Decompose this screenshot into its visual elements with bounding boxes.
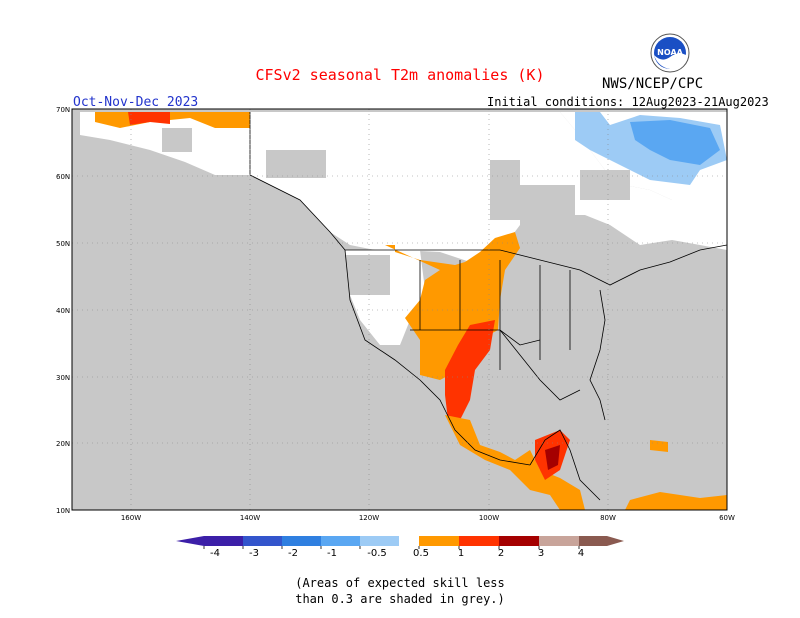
warm-anomaly-alaska-strong xyxy=(128,112,170,125)
legend-label: 2 xyxy=(498,548,504,559)
grey-patch xyxy=(162,128,192,152)
cold-anomaly-mid xyxy=(630,120,720,165)
legend-label: -0.5 xyxy=(367,548,387,559)
legend-swatch xyxy=(204,536,243,546)
coastlines xyxy=(249,112,727,501)
legend-label: -3 xyxy=(249,548,259,559)
lon-label: 140W xyxy=(240,514,260,522)
logo-text: NOAA xyxy=(657,48,683,57)
legend-label: -1 xyxy=(327,548,337,559)
noaa-logo-icon: NOAA xyxy=(650,33,690,73)
legend-label: -4 xyxy=(210,548,220,559)
lat-lon-grid xyxy=(72,109,727,510)
map-frame xyxy=(71,108,728,511)
legend-swatch xyxy=(419,536,459,546)
grey-patch xyxy=(490,160,520,220)
skill-note-line1: (Areas of expected skill less xyxy=(295,576,505,590)
initial-conditions-label: Initial conditions: 12Aug2023-21Aug2023 xyxy=(487,95,769,109)
grey-patch xyxy=(266,150,326,178)
grey-patch xyxy=(580,170,630,200)
white-land-north xyxy=(80,112,672,262)
lat-label: 50N xyxy=(56,240,70,248)
lon-label: 80W xyxy=(600,514,616,522)
legend-swatch xyxy=(243,536,282,546)
lat-label: 20N xyxy=(56,440,70,448)
legend-label: 1 xyxy=(458,548,464,559)
warm-anomaly-central xyxy=(385,232,520,380)
grey-patch xyxy=(345,255,390,295)
lat-label: 30N xyxy=(56,374,70,382)
legend-swatch xyxy=(539,536,579,546)
legend-arrow-right xyxy=(579,536,624,546)
warm-anomaly-southwest-strong xyxy=(445,320,495,420)
legend-swatch xyxy=(360,536,399,546)
legend-label: 0.5 xyxy=(413,548,429,559)
lon-label: 120W xyxy=(359,514,379,522)
lon-label: 160W xyxy=(121,514,141,522)
lon-label: 100W xyxy=(479,514,499,522)
lat-label: 40N xyxy=(56,307,70,315)
legend-swatch xyxy=(399,536,419,546)
season-label: Oct-Nov-Dec 2023 xyxy=(73,95,199,110)
legend-swatch xyxy=(282,536,321,546)
warm-anomaly-caribbean xyxy=(650,440,668,452)
legend-swatch xyxy=(499,536,539,546)
lon-label: 60W xyxy=(719,514,735,522)
legend-swatch xyxy=(459,536,499,546)
legend-ticks xyxy=(203,546,580,549)
legend-arrow-left xyxy=(176,536,204,546)
warm-anomaly-yucatan-dark xyxy=(545,445,560,470)
lat-label: 70N xyxy=(56,106,70,114)
legend-swatch xyxy=(321,536,360,546)
legend-label: 4 xyxy=(578,548,584,559)
legend-label: -2 xyxy=(288,548,298,559)
agency-label: NWS/NCEP/CPC xyxy=(602,76,704,92)
skill-note-line2: than 0.3 are shaded in grey.) xyxy=(295,592,505,606)
chart-title: CFSv2 seasonal T2m anomalies (K) xyxy=(255,66,545,84)
legend-label: 3 xyxy=(538,548,544,559)
lat-label: 10N xyxy=(56,507,70,515)
warm-anomaly-south-america xyxy=(625,492,727,510)
grey-patch xyxy=(520,185,575,235)
lat-label: 60N xyxy=(56,173,70,181)
